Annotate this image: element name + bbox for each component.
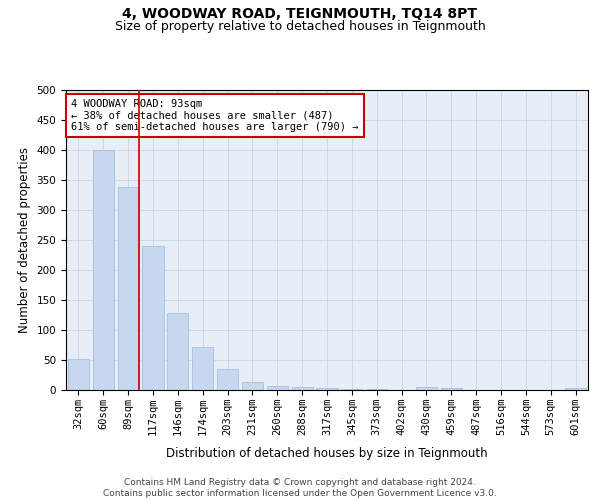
- Text: 4 WOODWAY ROAD: 93sqm
← 38% of detached houses are smaller (487)
61% of semi-det: 4 WOODWAY ROAD: 93sqm ← 38% of detached …: [71, 99, 359, 132]
- Bar: [68, 359, 89, 390]
- Bar: [118, 187, 139, 390]
- Bar: [441, 388, 462, 390]
- Bar: [565, 388, 586, 390]
- Bar: [142, 246, 164, 390]
- Text: Contains HM Land Registry data © Crown copyright and database right 2024.
Contai: Contains HM Land Registry data © Crown c…: [103, 478, 497, 498]
- Bar: [217, 369, 238, 390]
- Bar: [192, 347, 213, 390]
- Text: 4, WOODWAY ROAD, TEIGNMOUTH, TQ14 8PT: 4, WOODWAY ROAD, TEIGNMOUTH, TQ14 8PT: [122, 8, 478, 22]
- Bar: [316, 388, 338, 390]
- Bar: [242, 382, 263, 390]
- Y-axis label: Number of detached properties: Number of detached properties: [18, 147, 31, 333]
- Text: Size of property relative to detached houses in Teignmouth: Size of property relative to detached ho…: [115, 20, 485, 33]
- Bar: [93, 150, 114, 390]
- Bar: [167, 313, 188, 390]
- Text: Distribution of detached houses by size in Teignmouth: Distribution of detached houses by size …: [166, 448, 488, 460]
- Bar: [267, 386, 288, 390]
- Bar: [292, 387, 313, 390]
- Bar: [416, 387, 437, 390]
